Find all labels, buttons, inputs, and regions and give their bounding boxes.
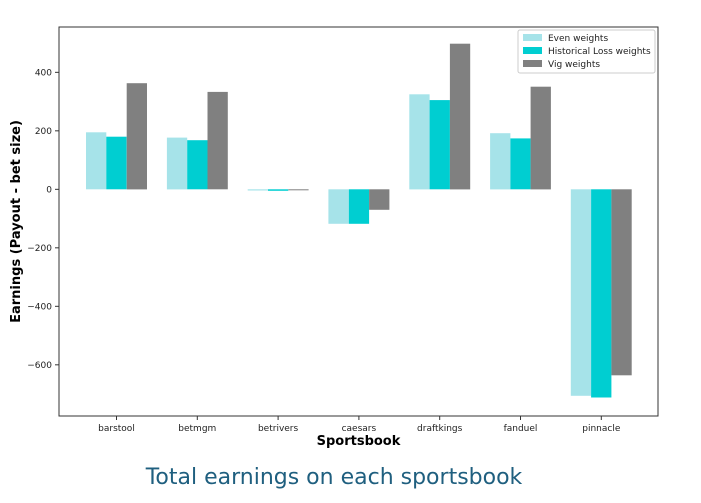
bar-barstool-0	[86, 132, 107, 190]
bar-betrivers-2	[288, 189, 309, 191]
bar-betrivers-0	[247, 189, 268, 191]
y-tick-label: 400	[35, 68, 52, 78]
legend-swatch-even	[523, 34, 542, 41]
x-tick-label-betrivers: betrivers	[258, 424, 299, 434]
legend: Even weights Historical Loss weights Vig…	[517, 29, 656, 74]
bar-fanduel-1	[510, 138, 531, 190]
bar-draftkings-1	[429, 100, 450, 190]
x-tick-label-caesars: caesars	[342, 424, 377, 434]
x-axis: barstool betmgm betrivers caesars draftkings…	[98, 416, 621, 434]
y-tick-label: −400	[27, 302, 52, 312]
bar-betmgm-0	[166, 137, 188, 190]
legend-swatch-vig	[523, 60, 542, 67]
y-tick-label: −600	[27, 361, 52, 371]
bar-betmgm-1	[187, 140, 208, 190]
x-axis-title: Sportsbook	[317, 434, 401, 449]
y-axis: −600 −400 −200 0 200 400	[27, 68, 59, 371]
x-tick-label-draftkings: draftkings	[417, 424, 463, 434]
y-tick-label: 200	[35, 127, 52, 137]
legend-label-even: Even weights	[548, 34, 608, 44]
x-tick-label-pinnacle: pinnacle	[582, 424, 621, 434]
y-tick-label: 0	[46, 185, 52, 195]
bar-caesars-2	[369, 189, 390, 210]
bar-draftkings-0	[409, 94, 430, 190]
bar-betmgm-2	[207, 91, 228, 190]
bar-fanduel-0	[490, 133, 511, 190]
chart-caption: Total earnings on each sportsbook	[145, 465, 523, 490]
bar-caesars-0	[328, 189, 349, 224]
bar-draftkings-2	[449, 43, 471, 190]
legend-box	[517, 29, 656, 74]
bar-pinnacle-0	[570, 189, 592, 396]
legend-label-vig: Vig weights	[548, 60, 600, 70]
bars-group	[86, 43, 632, 398]
bar-caesars-1	[348, 189, 370, 224]
x-tick-label-barstool: barstool	[98, 424, 135, 434]
legend-swatch-historical	[523, 47, 542, 54]
bar-betrivers-1	[268, 189, 289, 191]
bar-barstool-2	[126, 83, 147, 190]
x-tick-label-betmgm: betmgm	[178, 424, 216, 434]
bar-pinnacle-2	[611, 189, 632, 376]
y-tick-label: −200	[27, 244, 52, 254]
legend-label-historical: Historical Loss weights	[548, 47, 651, 57]
chart: −600 −400 −200 0 200 400 barstool betmgm betriv…	[9, 26, 659, 449]
bar-fanduel-2	[530, 86, 551, 190]
y-axis-title: Earnings (Payout - bet size)	[9, 120, 24, 323]
x-tick-label-fanduel: fanduel	[504, 424, 538, 434]
bar-barstool-1	[106, 136, 127, 190]
bar-pinnacle-1	[591, 189, 612, 398]
